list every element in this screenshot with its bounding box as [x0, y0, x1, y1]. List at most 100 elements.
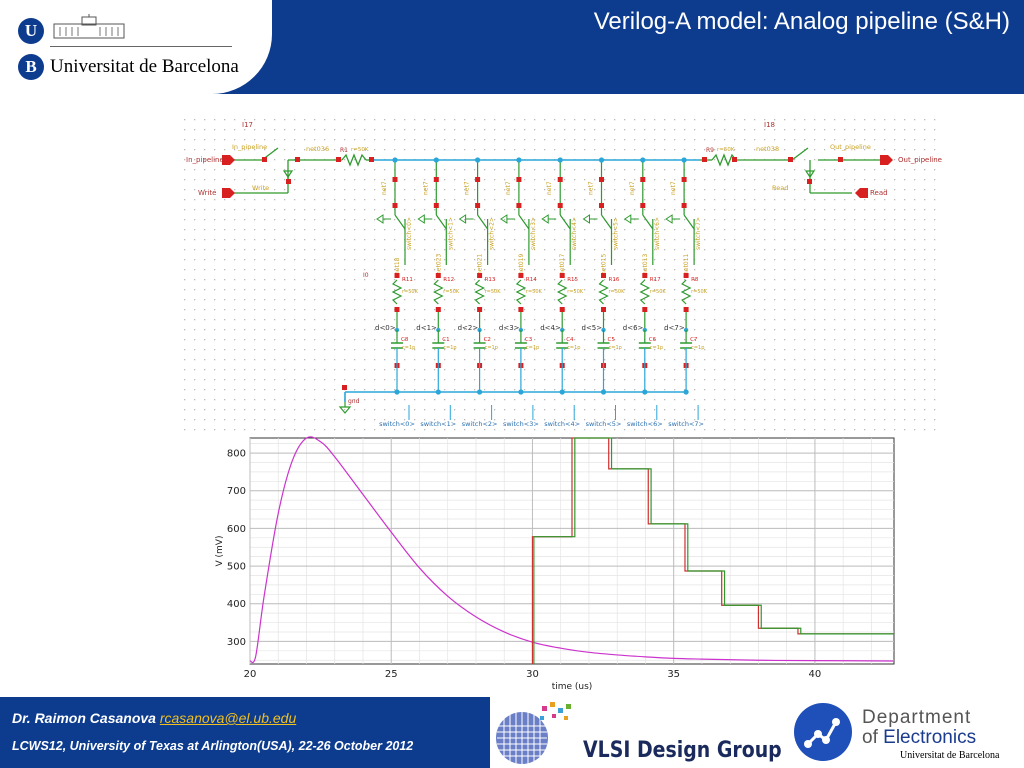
bus-junction: [475, 157, 481, 163]
pin-marker: [640, 203, 646, 208]
pin-marker: [642, 307, 648, 312]
bus-junction: [640, 157, 646, 163]
bottom-switch-label: switch<1>: [420, 420, 456, 428]
x-tick-label: 35: [667, 669, 680, 680]
stage-net-label: net7: [546, 181, 553, 195]
x-tick-label: 20: [244, 669, 257, 680]
resistor-value: r=50K: [650, 289, 667, 295]
pin-marker: [640, 177, 646, 182]
wire-label-write: Write: [252, 184, 269, 192]
switch-label: switch<3>: [530, 217, 537, 250]
resistor-name: R11: [402, 277, 413, 283]
capacitor-name: C5: [608, 337, 616, 343]
resistor-value: r=50K: [443, 289, 460, 295]
pin-marker: [477, 273, 483, 278]
wire-label-out: Out_pipeline: [830, 143, 871, 151]
schematic: In_pipeline Write Out_pipeline Read I17 …: [180, 115, 942, 437]
pin-marker: [599, 203, 604, 208]
net-label: net023: [435, 254, 442, 275]
capacitor-value: c=1p: [691, 345, 704, 351]
pin-marker: [518, 307, 524, 312]
pin-marker: [433, 203, 439, 208]
resistor: [556, 279, 568, 305]
bottom-switch-label: switch<0>: [379, 420, 415, 428]
drop-label: d<4>: [540, 324, 561, 332]
switch-blade: [394, 214, 406, 230]
net-label: net019: [518, 254, 525, 275]
department-label: Department: [862, 707, 972, 728]
drop-label: d<3>: [499, 324, 520, 332]
footer-bar: Dr. Raimon Casanova rcasanova@el.ub.edu …: [0, 697, 490, 768]
university-logo-panel: U B Universitat de Barcelona: [0, 0, 272, 94]
capacitor-name: C7: [690, 337, 698, 343]
waveform-plot: 20 25 30 35 40 300 400 500 600 700 800 V (mV) time…: [206, 436, 896, 694]
x-tick-label: 30: [526, 669, 539, 680]
instance-i0: I0: [363, 272, 369, 279]
switch-blade: [601, 214, 612, 230]
net-left-label: net036: [306, 145, 329, 153]
author-email-link[interactable]: rcasanova@el.ub.edu: [159, 710, 297, 726]
resistor-left-value: r=50K: [351, 147, 369, 153]
switch-label: switch<4>: [571, 217, 578, 250]
bus-junction: [642, 389, 648, 395]
resistor: [680, 279, 692, 305]
pin-marker: [557, 203, 563, 208]
resistor-name: R14: [526, 277, 537, 283]
author-name: Dr. Raimon Casanova: [12, 710, 156, 726]
bus-junction: [600, 389, 607, 395]
net-label: net021: [477, 254, 484, 275]
drop-label: d<0>: [375, 324, 396, 332]
wire-label-read: Read: [772, 184, 788, 192]
capacitor-value: c=1p: [402, 345, 415, 351]
switch-blade: [559, 214, 571, 230]
switch-label: switch<5>: [613, 217, 620, 250]
resistor-value: r=50K: [526, 289, 543, 295]
resistor-left-name: R1: [340, 147, 348, 154]
pin-marker: [475, 203, 481, 208]
pin-marker: [557, 177, 563, 182]
pin-write-label: Write: [198, 189, 216, 197]
pin-out-label: Out_pipeline: [898, 156, 942, 164]
capacitor-value: c=1p: [650, 345, 663, 351]
bus-junction: [518, 389, 524, 395]
switch-label: switch<6>: [654, 217, 661, 250]
x-tick-label: 25: [385, 669, 398, 680]
pin-marker: [683, 307, 689, 312]
pin-marker: [642, 273, 648, 278]
pin-marker: [683, 273, 689, 278]
bus-junction: [516, 157, 522, 163]
pin-marker: [392, 203, 398, 208]
capacitor-value: c=1p: [526, 345, 539, 351]
x-tick-label: 40: [809, 669, 822, 680]
logo-divider: [50, 46, 232, 47]
pin-marker: [475, 177, 481, 182]
stage-net-label: net7: [629, 181, 636, 195]
switch-label: switch<7>: [695, 217, 702, 250]
bus-junction: [435, 389, 441, 395]
resistor-name: R15: [567, 277, 578, 283]
resistor-right-value: r=50K: [717, 147, 735, 153]
pin-marker: [681, 177, 687, 182]
bus-junction: [598, 157, 605, 163]
pin-marker: [477, 307, 483, 312]
y-tick-label: 800: [227, 449, 246, 460]
pin-marker: [394, 307, 400, 312]
resistor-value: r=50K: [485, 289, 502, 295]
pin-marker: [433, 177, 439, 182]
switch-label: switch<1>: [447, 217, 454, 250]
capacitor-value: c=1p: [443, 345, 456, 351]
y-tick-label: 500: [227, 562, 246, 573]
y-axis-label: V (mV): [215, 536, 225, 567]
pin-read-label: Read: [870, 189, 888, 197]
bus-junction: [559, 389, 565, 395]
pin-marker: [601, 307, 606, 312]
resistor-name: R8: [691, 277, 699, 283]
pin-marker: [559, 273, 565, 278]
bus-junction: [683, 389, 689, 395]
pin-marker: [599, 177, 604, 182]
stage-net-label: net7: [670, 181, 677, 195]
bus-junction: [477, 389, 483, 395]
